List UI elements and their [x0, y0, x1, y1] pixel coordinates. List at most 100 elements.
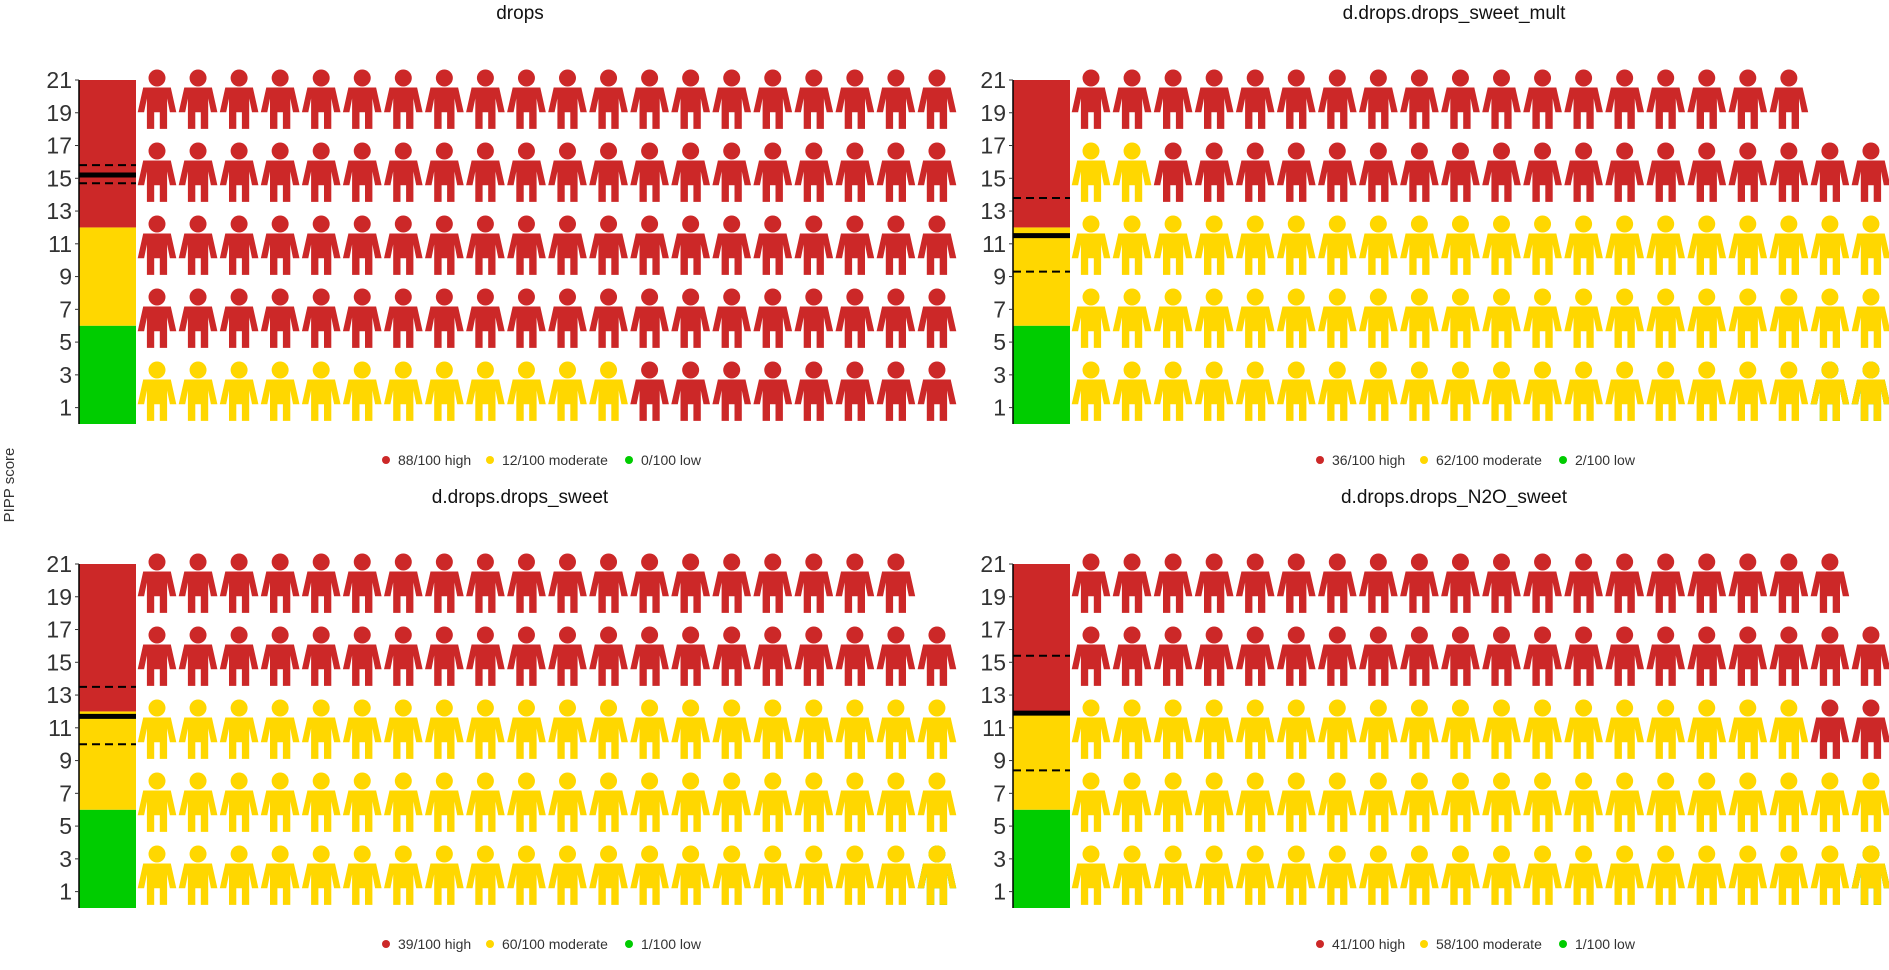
person-icon-moderate — [1851, 288, 1889, 348]
person-icon-high — [1359, 626, 1398, 686]
person-body — [507, 306, 546, 348]
person-body — [1400, 379, 1439, 421]
person-icon-high — [466, 69, 505, 129]
person-head — [312, 142, 330, 160]
person-icon-high — [794, 553, 834, 613]
person-body — [301, 87, 341, 129]
person-head — [1739, 288, 1757, 306]
person-head — [600, 288, 618, 306]
person-icon-high — [712, 142, 751, 202]
person-icon-moderate — [1153, 288, 1193, 348]
person-head — [1493, 772, 1510, 790]
person-head — [1451, 626, 1469, 644]
person-body — [630, 87, 669, 129]
person-icon-high — [712, 626, 751, 686]
person-body — [178, 571, 218, 613]
person-head — [1205, 142, 1223, 160]
person-head — [805, 626, 823, 644]
person-body — [1564, 717, 1603, 759]
person-icon-high — [384, 288, 423, 348]
person-head — [435, 699, 453, 717]
person-icon-moderate — [1564, 845, 1603, 905]
person-head — [394, 845, 412, 863]
person-head — [1410, 553, 1428, 571]
person-head — [723, 215, 741, 233]
person-head — [1082, 69, 1100, 87]
person-head — [1821, 288, 1839, 306]
person-head — [271, 845, 289, 863]
person-head — [1739, 553, 1757, 571]
legend: 41/100 high 58/100 moderate 1/100 low — [1316, 936, 1636, 952]
y-tick-label: 1 — [993, 879, 1006, 905]
person-body — [1071, 644, 1111, 686]
person-head — [1493, 845, 1510, 863]
person-icon-moderate — [507, 361, 546, 421]
person-head — [394, 142, 412, 160]
person-icon-high — [835, 69, 875, 129]
person-body — [178, 717, 218, 759]
person-body — [630, 571, 669, 613]
person-icon-moderate — [630, 699, 669, 759]
person-head — [230, 553, 248, 571]
person-body — [712, 571, 751, 613]
person-icon-moderate — [753, 699, 793, 759]
y-tick-label: 11 — [48, 715, 72, 741]
person-icon-moderate — [507, 845, 546, 905]
person-head — [312, 772, 330, 790]
person-head — [805, 699, 823, 717]
person-head — [353, 142, 371, 160]
person-head — [230, 361, 248, 379]
person-head — [476, 699, 494, 717]
person-body — [1276, 306, 1316, 348]
person-icon-moderate — [1810, 772, 1850, 832]
person-body — [1769, 379, 1809, 421]
person-head — [271, 772, 289, 790]
person-head — [1534, 699, 1552, 717]
person-icon-moderate — [1646, 361, 1685, 421]
person-head — [1493, 142, 1510, 160]
person-body — [466, 233, 505, 275]
y-tick-label: 7 — [59, 780, 72, 806]
person-head — [723, 699, 741, 717]
person-head — [1082, 142, 1100, 160]
person-body — [1400, 863, 1439, 905]
person-body — [301, 160, 341, 202]
person-head — [1616, 699, 1634, 717]
person-body — [1523, 306, 1562, 348]
person-body — [384, 87, 423, 129]
person-icon-high — [712, 288, 751, 348]
y-tick-label: 7 — [59, 296, 72, 322]
person-icon-moderate — [384, 772, 423, 832]
person-head — [517, 361, 535, 379]
person-icon-moderate — [589, 699, 628, 759]
person-body — [384, 790, 423, 832]
person-head — [1451, 215, 1469, 233]
person-icon-high — [1769, 142, 1809, 202]
person-head — [928, 626, 946, 644]
person-head — [1821, 361, 1839, 379]
person-head — [559, 845, 576, 863]
person-icon-high — [1194, 142, 1234, 202]
person-body — [507, 160, 546, 202]
legend: 88/100 high 12/100 moderate 0/100 low — [382, 452, 702, 468]
person-icon-moderate — [1564, 361, 1603, 421]
person-icon-high — [1153, 626, 1193, 686]
person-head — [805, 142, 823, 160]
person-icon-moderate — [630, 772, 669, 832]
person-head — [1369, 142, 1387, 160]
person-head — [1534, 69, 1552, 87]
person-body — [1153, 717, 1193, 759]
person-head — [805, 69, 823, 87]
person-head — [1328, 772, 1346, 790]
person-body — [1728, 306, 1768, 348]
person-icon-moderate — [1441, 288, 1480, 348]
person-body — [753, 863, 793, 905]
person-body — [1400, 790, 1439, 832]
person-body — [1071, 863, 1111, 905]
person-icon-moderate — [1359, 288, 1398, 348]
person-head — [723, 553, 741, 571]
person-head — [1534, 772, 1552, 790]
person-body — [876, 379, 916, 421]
person-icon-high — [137, 553, 177, 613]
person-head — [517, 845, 535, 863]
